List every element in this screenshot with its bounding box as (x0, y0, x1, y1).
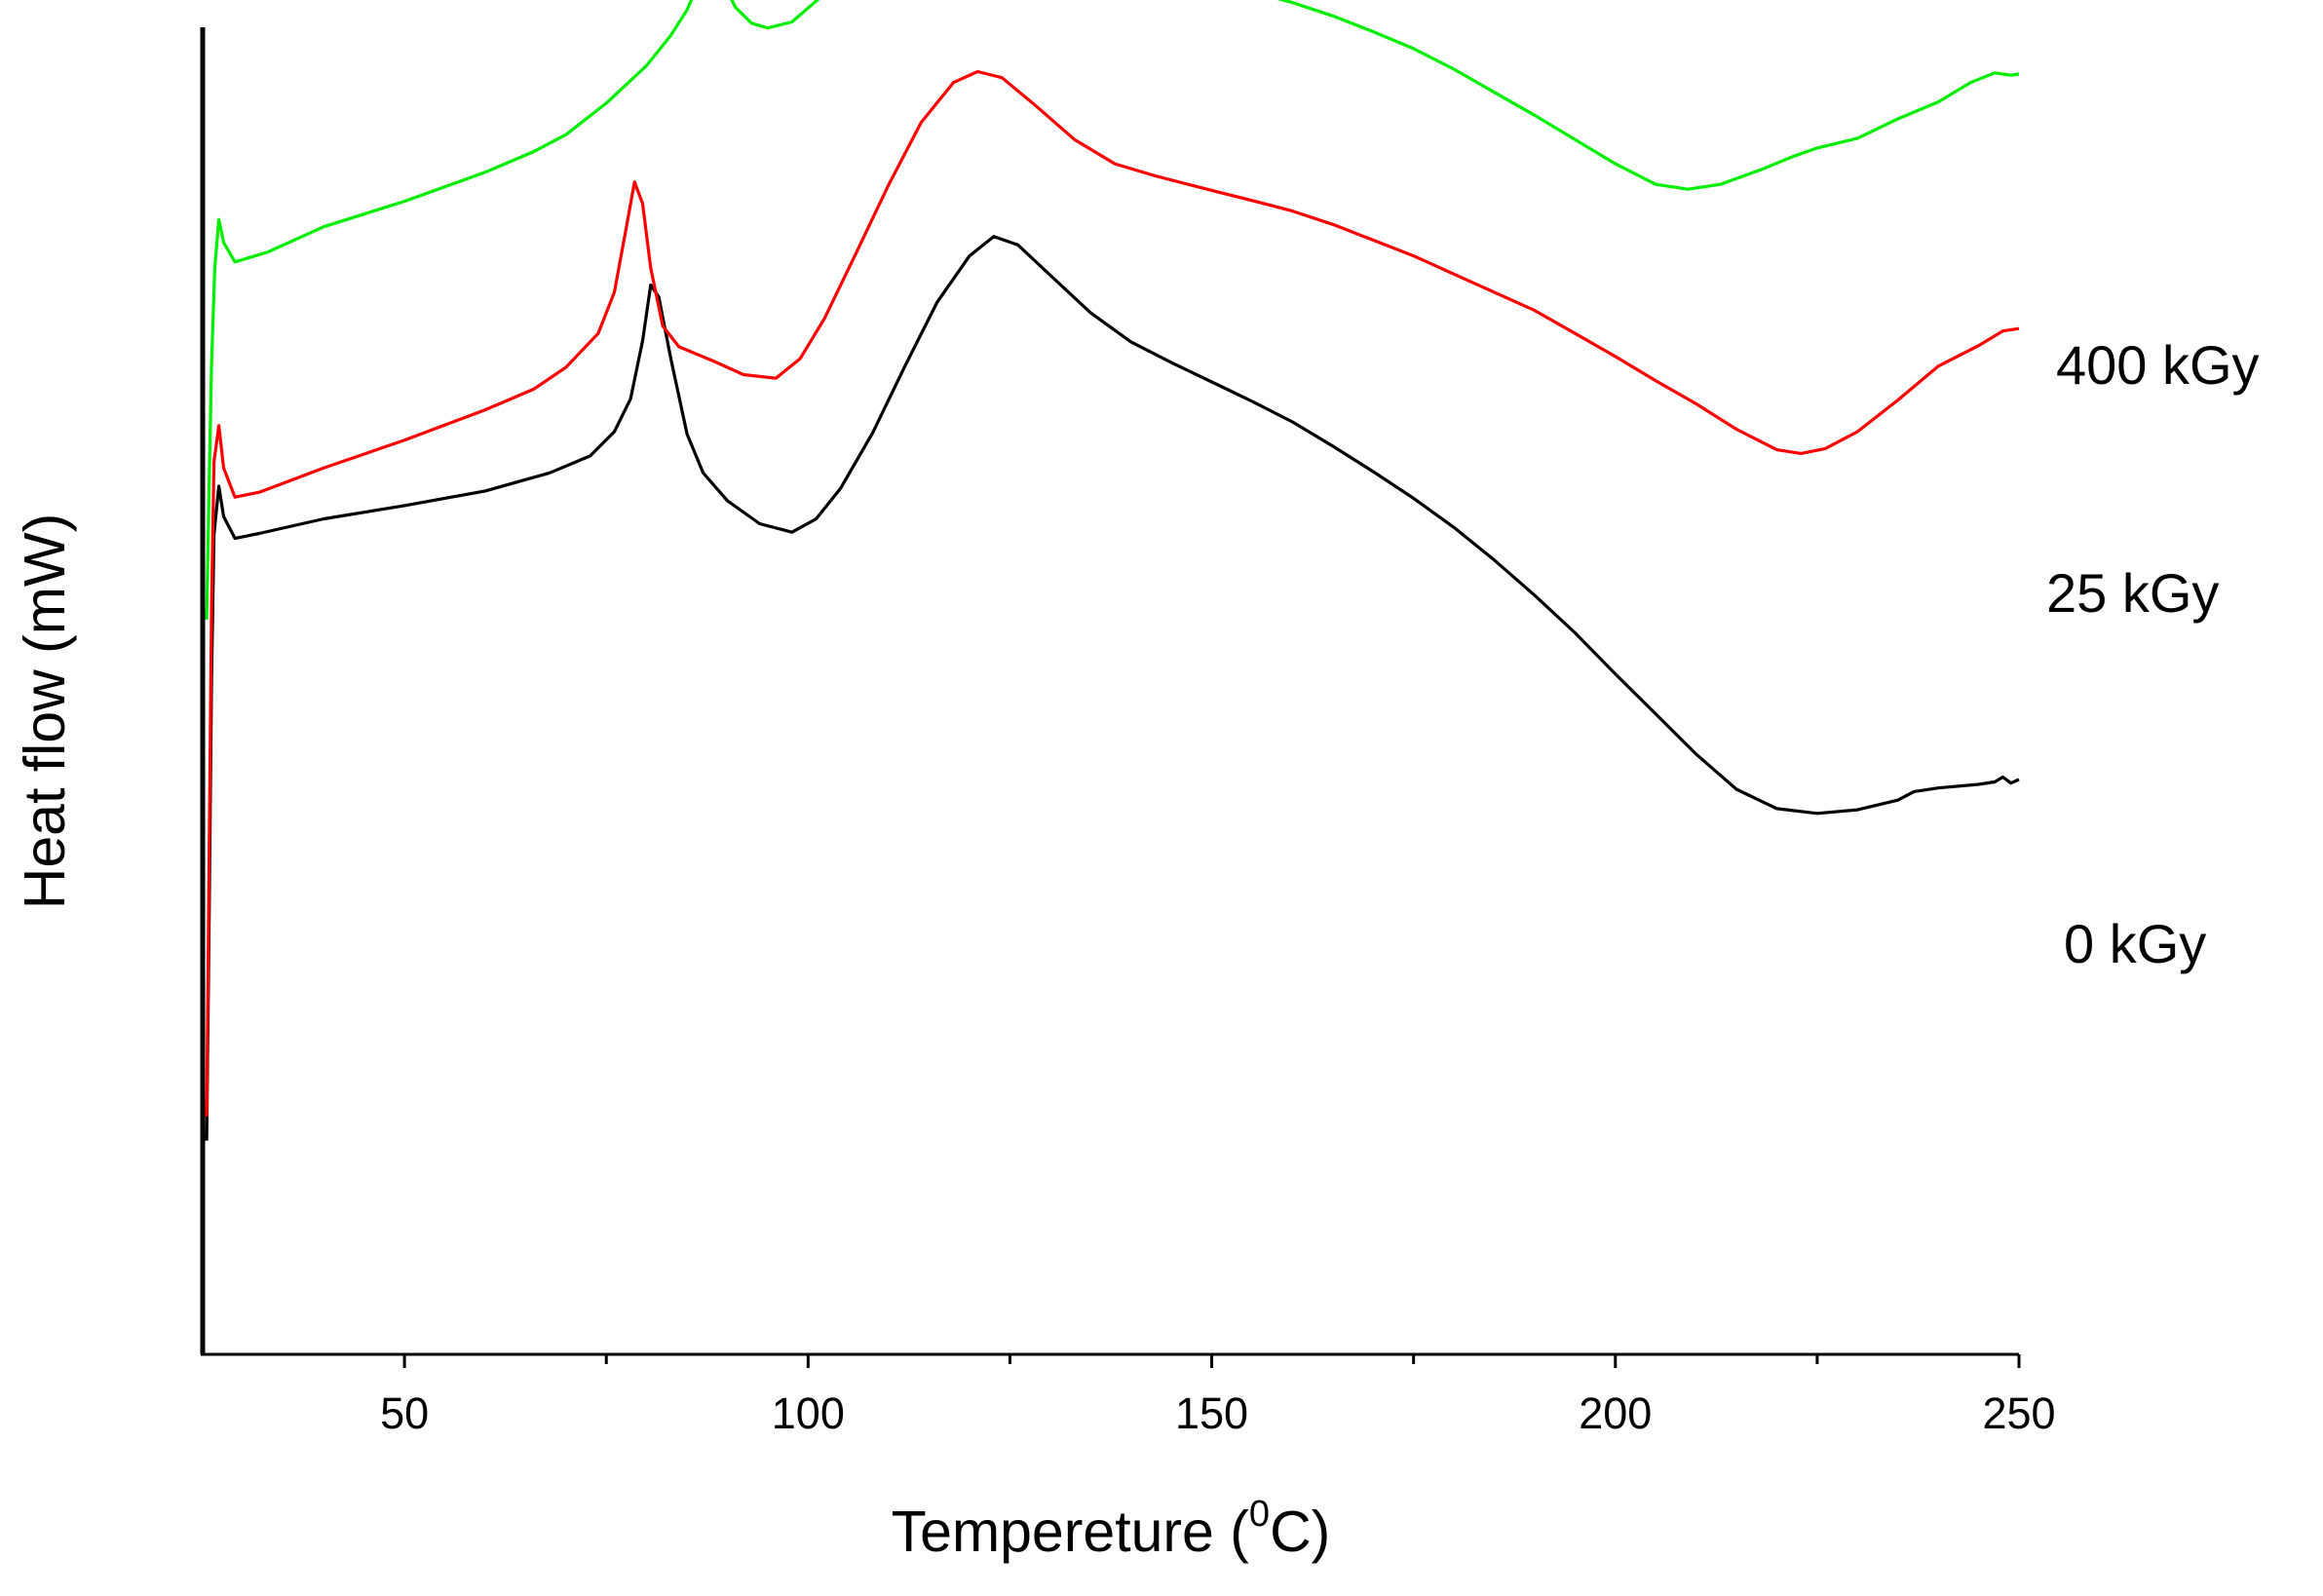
x-tick-label: 100 (772, 1388, 845, 1438)
curves-layer (205, 0, 2020, 1141)
series-label: 0 kGy (2064, 913, 2206, 974)
x-axis-title-superscript: 0 (1249, 1494, 1270, 1535)
x-tick-label: 200 (1579, 1388, 1652, 1438)
x-axis-title-main: Tempereture ( (892, 1500, 1250, 1564)
x-ticks: 50 100 150 200 250 (380, 1354, 2056, 1438)
curve-labels: 0 kGy 25 kGy 400 kGy (2046, 334, 2260, 974)
series-line-25-kgy (205, 69, 2020, 1117)
series-label: 400 kGy (2056, 334, 2260, 396)
x-tick-label: 50 (380, 1388, 429, 1438)
y-axis-title: Heat flow (mW) (13, 513, 77, 909)
x-axis-title-unit: C) (1270, 1500, 1330, 1564)
series-line-0-kgy (205, 235, 2020, 1141)
series-label: 25 kGy (2046, 562, 2219, 624)
x-axis-title: Tempereture (0C) (892, 1494, 1331, 1564)
x-tick-label: 250 (1982, 1388, 2055, 1438)
series-line-400-kgy (205, 0, 2020, 620)
x-tick-label: 150 (1175, 1388, 1248, 1438)
